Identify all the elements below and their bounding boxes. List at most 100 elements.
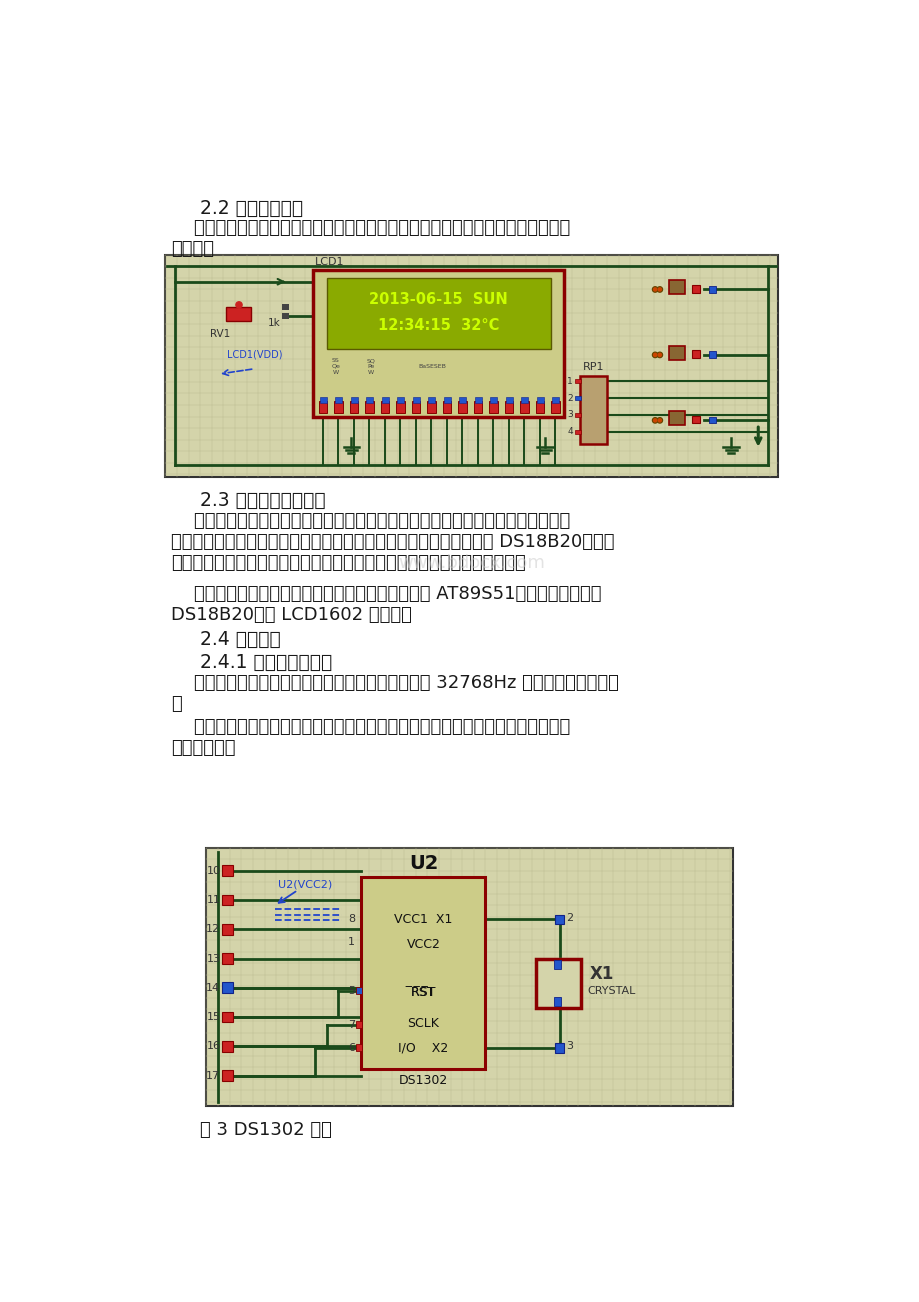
Text: 2.4.1 晶体振荡器电路: 2.4.1 晶体振荡器电路: [200, 652, 332, 672]
Bar: [412, 401, 420, 414]
Text: 5: 5: [348, 986, 355, 996]
Bar: [520, 397, 528, 402]
Text: 14: 14: [206, 983, 221, 993]
Bar: [535, 401, 544, 414]
Text: VCC1  X1: VCC1 X1: [394, 913, 452, 926]
Bar: [165, 255, 777, 477]
Bar: [490, 397, 496, 402]
Bar: [350, 397, 357, 402]
Circle shape: [235, 310, 242, 315]
Bar: [692, 285, 699, 293]
Text: www.bdocx.com: www.bdocx.com: [398, 553, 544, 572]
Text: X1: X1: [589, 965, 614, 983]
Bar: [574, 379, 580, 383]
Text: SCLK: SCLK: [407, 1017, 439, 1030]
Bar: [381, 397, 388, 402]
Bar: [473, 401, 482, 414]
Text: U2(VCC2): U2(VCC2): [278, 880, 332, 889]
Bar: [225, 307, 250, 322]
Circle shape: [652, 353, 657, 358]
Bar: [221, 1012, 233, 1022]
Bar: [692, 415, 699, 423]
Bar: [574, 413, 580, 417]
Text: 12:34:15  32°C: 12:34:15 32°C: [378, 318, 499, 333]
Text: U2: U2: [408, 854, 437, 872]
Text: LCD1: LCD1: [314, 256, 344, 267]
Bar: [535, 958, 580, 1008]
Text: 12: 12: [206, 924, 221, 935]
Bar: [668, 280, 684, 294]
Bar: [553, 997, 561, 1006]
Bar: [356, 987, 362, 993]
Bar: [692, 350, 699, 358]
Text: 2.3 数字温度采鬼设计: 2.3 数字温度采鬼设计: [200, 491, 325, 510]
Text: 2: 2: [567, 393, 573, 402]
Bar: [206, 848, 732, 1105]
Bar: [668, 345, 684, 359]
Bar: [380, 401, 389, 414]
Text: 晶体振荡器电路给数字钟提供一个频率稳定准确的 32768Hz 的方波信号，可保证
数: 晶体振荡器电路给数字钟提供一个频率稳定准确的 32768Hz 的方波信号，可保证…: [171, 674, 618, 713]
Text: 3: 3: [567, 410, 573, 419]
Text: ̅R̅S̅T: ̅R̅S̅T: [411, 986, 436, 999]
Text: 1: 1: [567, 376, 573, 385]
Bar: [334, 401, 343, 414]
Text: SS
Qe
W: SS Qe W: [331, 358, 340, 375]
Text: LCD1(VDD): LCD1(VDD): [227, 350, 282, 359]
Bar: [709, 285, 716, 293]
Text: 13: 13: [206, 953, 221, 963]
Bar: [553, 960, 561, 970]
Bar: [221, 866, 233, 876]
Text: 2.4 系统设计: 2.4 系统设计: [200, 630, 280, 648]
Bar: [282, 314, 289, 319]
Circle shape: [658, 419, 661, 422]
Text: 7: 7: [347, 1019, 355, 1030]
Bar: [520, 401, 528, 414]
Text: 1: 1: [348, 937, 355, 948]
Text: 2: 2: [565, 913, 573, 923]
Circle shape: [656, 418, 662, 423]
Text: CRYSTAL: CRYSTAL: [586, 986, 635, 996]
Circle shape: [652, 418, 657, 423]
Text: 字钟的走时准确及稳定。不管是指针式的电子钟还是数字显示的电子钟都使用晶
体荡器电路。: 字钟的走时准确及稳定。不管是指针式的电子钟还是数字显示的电子钟都使用晶 体荡器电…: [171, 719, 570, 758]
Bar: [366, 397, 373, 402]
Text: RST: RST: [411, 986, 436, 999]
Text: 本设计采用液晶显示方式。液晶显示效果出众，可以运用菜单项来方便操作，比
较简单。: 本设计采用液晶显示方式。液晶显示效果出众，可以运用菜单项来方便操作，比 较简单。: [171, 219, 570, 258]
Text: 1k: 1k: [267, 318, 280, 328]
Bar: [365, 401, 373, 414]
Bar: [550, 401, 560, 414]
Text: DS1302: DS1302: [399, 1074, 448, 1087]
Bar: [356, 1021, 362, 1027]
Bar: [474, 397, 481, 402]
Text: 15: 15: [206, 1012, 221, 1022]
Bar: [574, 430, 580, 434]
Bar: [505, 401, 513, 414]
Text: RP1: RP1: [583, 362, 604, 372]
Bar: [319, 401, 327, 414]
Circle shape: [656, 353, 662, 358]
Bar: [443, 397, 450, 402]
Bar: [221, 983, 233, 993]
Bar: [505, 397, 512, 402]
Text: 6: 6: [348, 1043, 355, 1053]
Bar: [221, 924, 233, 935]
Bar: [574, 396, 580, 400]
Bar: [536, 397, 543, 402]
Bar: [319, 397, 326, 402]
Text: 3: 3: [565, 1042, 573, 1051]
Bar: [412, 397, 419, 402]
Circle shape: [235, 302, 242, 309]
Text: 10: 10: [206, 866, 221, 876]
Text: 本设计中的温度采鬼部分考虑用温度传感器，在单片机电路设计中，大多都是使
用传感器，所以这是非常容易想到的，所以可以采用一只温度传感器 DS18B20，此传
感器: 本设计中的温度采鬼部分考虑用温度传感器，在单片机电路设计中，大多都是使 用传感器…: [171, 512, 614, 572]
Text: 2013-06-15  SUN: 2013-06-15 SUN: [369, 292, 507, 307]
Text: SQ
Pe
W: SQ Pe W: [366, 358, 375, 375]
Text: 4: 4: [567, 427, 573, 436]
Bar: [459, 397, 466, 402]
Bar: [427, 397, 435, 402]
Bar: [326, 277, 550, 349]
Bar: [668, 411, 684, 424]
Bar: [396, 401, 404, 414]
Circle shape: [652, 419, 656, 422]
Bar: [397, 397, 403, 402]
Bar: [335, 397, 342, 402]
Circle shape: [656, 286, 662, 292]
